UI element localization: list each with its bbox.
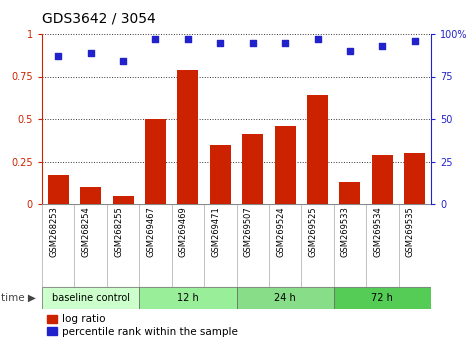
Text: GSM268255: GSM268255: [114, 206, 123, 257]
Bar: [372, 155, 393, 204]
Legend: log ratio, percentile rank within the sample: log ratio, percentile rank within the sa…: [47, 314, 237, 337]
Text: 72 h: 72 h: [371, 293, 394, 303]
Text: GSM269533: GSM269533: [341, 206, 350, 257]
Bar: [145, 119, 166, 204]
Text: GSM268254: GSM268254: [82, 206, 91, 257]
Text: GSM269469: GSM269469: [179, 206, 188, 257]
Bar: [80, 187, 101, 204]
Bar: [42, 287, 139, 309]
Point: [411, 38, 419, 44]
Bar: [177, 70, 198, 204]
Bar: [139, 287, 236, 309]
Text: GDS3642 / 3054: GDS3642 / 3054: [42, 12, 156, 26]
Text: GSM269524: GSM269524: [276, 206, 285, 257]
Bar: [236, 287, 334, 309]
Text: GSM269535: GSM269535: [406, 206, 415, 257]
Bar: [113, 195, 133, 204]
Point: [314, 36, 321, 42]
Bar: [340, 182, 360, 204]
Point: [54, 53, 62, 59]
Text: GSM269534: GSM269534: [373, 206, 382, 257]
Point: [378, 43, 386, 49]
Bar: [210, 144, 231, 204]
Bar: [404, 153, 425, 204]
Text: GSM269467: GSM269467: [147, 206, 156, 257]
Bar: [307, 95, 328, 204]
Point: [281, 40, 289, 45]
Bar: [334, 287, 431, 309]
Bar: [275, 126, 296, 204]
Bar: [48, 175, 69, 204]
Point: [184, 36, 192, 42]
Point: [119, 58, 127, 64]
Text: baseline control: baseline control: [52, 293, 130, 303]
Text: 24 h: 24 h: [274, 293, 296, 303]
Text: GSM268253: GSM268253: [49, 206, 58, 257]
Point: [249, 40, 256, 45]
Point: [217, 40, 224, 45]
Text: GSM269507: GSM269507: [244, 206, 253, 257]
Bar: [242, 134, 263, 204]
Point: [87, 50, 95, 56]
Text: GSM269525: GSM269525: [308, 206, 317, 257]
Point: [346, 48, 354, 54]
Point: [152, 36, 159, 42]
Text: GSM269471: GSM269471: [211, 206, 220, 257]
Text: 12 h: 12 h: [177, 293, 199, 303]
Text: time ▶: time ▶: [1, 293, 36, 303]
